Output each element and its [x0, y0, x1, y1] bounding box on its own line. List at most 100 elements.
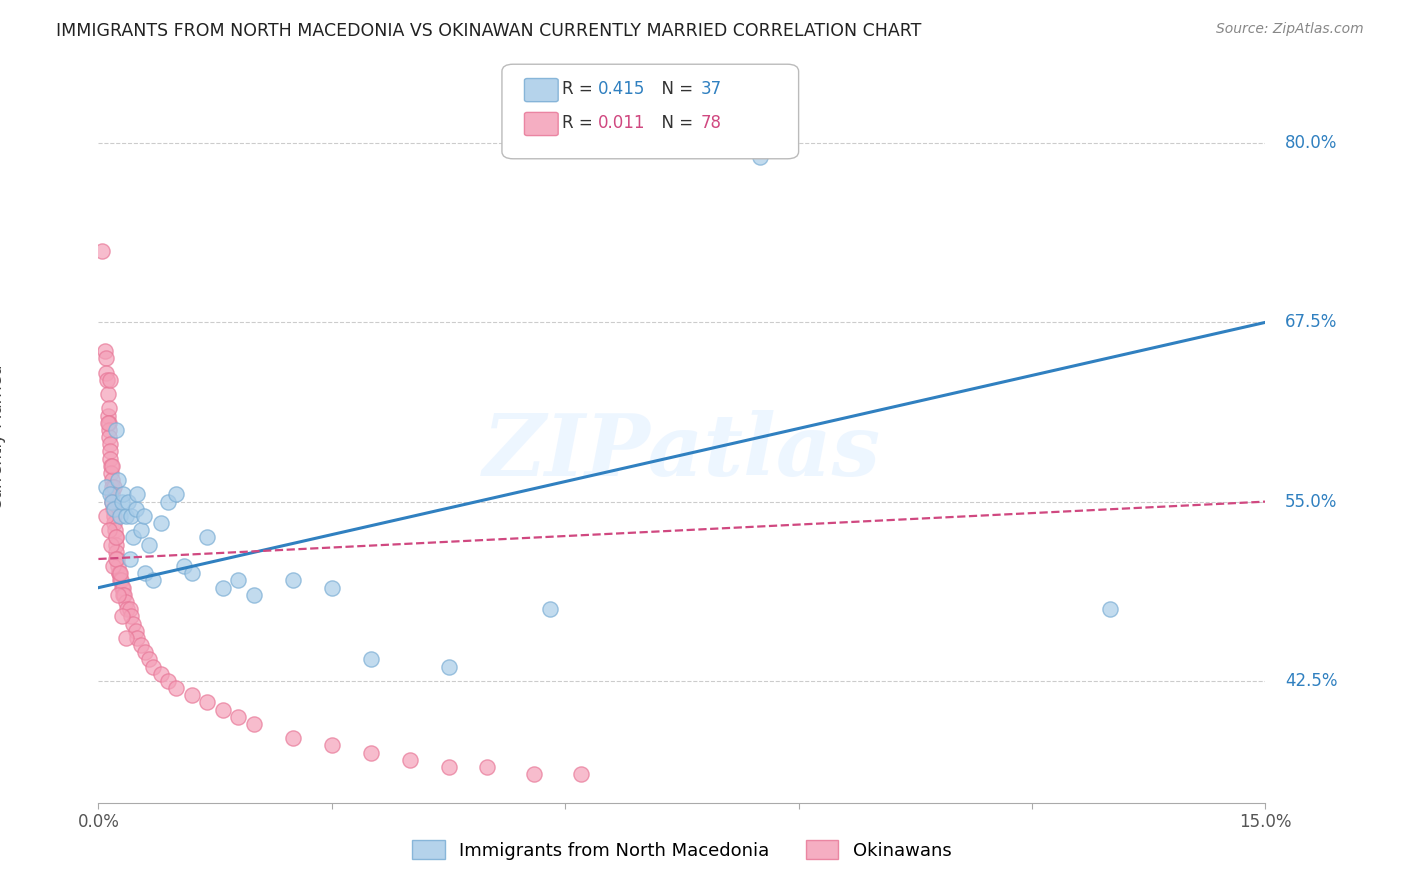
- Point: [125, 501, 148, 516]
- Point: [129, 638, 152, 652]
- Text: 78: 78: [700, 114, 721, 132]
- Point: [103, 501, 125, 516]
- Point: [104, 423, 127, 437]
- Point: [110, 574, 132, 588]
- Point: [157, 494, 180, 508]
- Point: [180, 566, 202, 581]
- Point: [127, 631, 149, 645]
- Point: [108, 566, 131, 581]
- Point: [108, 574, 131, 588]
- Point: [360, 652, 382, 666]
- Point: [107, 588, 129, 602]
- Text: 37: 37: [700, 80, 721, 98]
- Text: R =: R =: [562, 114, 599, 132]
- Point: [134, 645, 156, 659]
- Point: [105, 545, 128, 559]
- Point: [398, 753, 420, 767]
- Point: [98, 430, 121, 444]
- Point: [100, 466, 122, 480]
- Point: [212, 702, 235, 716]
- Legend: Immigrants from North Macedonia, Okinawans: Immigrants from North Macedonia, Okinawa…: [405, 833, 959, 867]
- Point: [115, 602, 138, 616]
- Point: [538, 602, 561, 616]
- Point: [100, 480, 122, 494]
- Point: [100, 458, 122, 473]
- Point: [96, 373, 118, 387]
- Text: Source: ZipAtlas.com: Source: ZipAtlas.com: [1216, 22, 1364, 37]
- Point: [1098, 602, 1121, 616]
- Point: [97, 524, 120, 538]
- Point: [138, 652, 160, 666]
- Point: [142, 574, 165, 588]
- Point: [101, 494, 124, 508]
- Text: R =: R =: [562, 80, 599, 98]
- Point: [104, 531, 127, 545]
- Point: [118, 552, 141, 566]
- Point: [107, 473, 129, 487]
- Point: [97, 401, 120, 416]
- Point: [104, 524, 127, 538]
- Point: [243, 588, 266, 602]
- Point: [103, 508, 125, 523]
- Point: [523, 767, 546, 781]
- Point: [120, 609, 142, 624]
- Point: [108, 566, 131, 581]
- Point: [104, 538, 127, 552]
- Point: [281, 731, 304, 746]
- Point: [281, 574, 304, 588]
- Point: [569, 767, 592, 781]
- Point: [114, 631, 136, 645]
- Text: N =: N =: [651, 114, 699, 132]
- Point: [97, 416, 120, 430]
- Point: [134, 566, 156, 581]
- Point: [228, 574, 250, 588]
- Point: [97, 409, 120, 423]
- Point: [101, 494, 124, 508]
- Point: [138, 538, 160, 552]
- Point: [360, 746, 382, 760]
- Point: [129, 524, 152, 538]
- Point: [101, 487, 124, 501]
- Point: [149, 666, 172, 681]
- Point: [111, 581, 134, 595]
- Point: [108, 508, 131, 523]
- Point: [212, 581, 235, 595]
- Point: [122, 531, 145, 545]
- Point: [100, 538, 122, 552]
- Point: [105, 531, 128, 545]
- Point: [103, 480, 125, 494]
- Point: [122, 616, 145, 631]
- Point: [437, 760, 460, 774]
- Point: [173, 559, 195, 574]
- Point: [103, 559, 125, 574]
- Text: 67.5%: 67.5%: [1285, 313, 1337, 331]
- Point: [748, 150, 770, 164]
- Point: [195, 695, 218, 709]
- Point: [180, 688, 202, 702]
- Point: [112, 588, 135, 602]
- Point: [98, 487, 121, 501]
- Text: N =: N =: [651, 80, 699, 98]
- Point: [228, 710, 250, 724]
- Point: [97, 387, 120, 401]
- Point: [195, 531, 218, 545]
- Point: [98, 451, 121, 466]
- Point: [96, 480, 118, 494]
- Point: [107, 566, 129, 581]
- Point: [98, 373, 121, 387]
- Point: [142, 659, 165, 673]
- Point: [127, 487, 149, 501]
- Point: [437, 659, 460, 673]
- Point: [98, 444, 121, 458]
- Point: [111, 494, 134, 508]
- Point: [100, 473, 122, 487]
- Point: [120, 508, 142, 523]
- Point: [103, 501, 125, 516]
- Text: 55.0%: 55.0%: [1285, 492, 1337, 510]
- Point: [96, 351, 118, 366]
- Point: [243, 717, 266, 731]
- Text: 80.0%: 80.0%: [1285, 134, 1337, 152]
- Text: 0.415: 0.415: [598, 80, 645, 98]
- Point: [98, 437, 121, 451]
- Point: [104, 552, 127, 566]
